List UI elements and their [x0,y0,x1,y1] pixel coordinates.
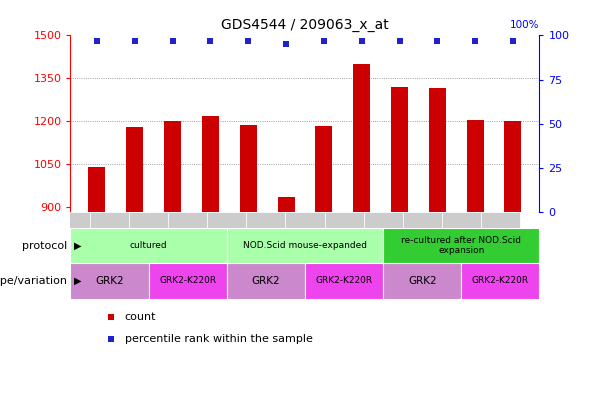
Bar [227,228,383,263]
Bar [286,212,324,228]
Bar [164,121,181,212]
Bar [90,212,129,228]
Bar [391,87,408,212]
Title: GDS4544 / 209063_x_at: GDS4544 / 209063_x_at [221,18,389,31]
Text: GRK2-K220R: GRK2-K220R [472,277,529,285]
Bar [207,212,246,228]
Bar [364,212,403,228]
Bar [126,127,143,212]
Bar [462,263,539,299]
Text: GRK2-K220R: GRK2-K220R [159,277,216,285]
Text: re-cultured after NOD.Scid
expansion: re-cultured after NOD.Scid expansion [402,236,521,255]
Text: GRK2: GRK2 [251,276,280,286]
Text: GRK2-K220R: GRK2-K220R [316,277,373,285]
Bar [429,88,446,212]
Text: protocol: protocol [22,241,67,251]
Bar [168,212,207,228]
Bar [227,263,305,299]
Text: 100%: 100% [510,20,539,30]
Bar [324,212,364,228]
Text: percentile rank within the sample: percentile rank within the sample [124,334,313,344]
Bar [202,116,219,212]
Text: GRK2: GRK2 [95,276,124,286]
Bar [129,212,168,228]
Text: genotype/variation: genotype/variation [0,276,67,286]
Bar [481,212,520,228]
Bar [70,228,227,263]
Text: ▶: ▶ [74,276,81,286]
Bar [466,119,484,212]
Text: GRK2: GRK2 [408,276,436,286]
Bar [149,263,227,299]
Bar [51,212,90,228]
Text: cultured: cultured [130,241,167,250]
Bar [70,263,149,299]
Bar [504,121,522,212]
Bar [88,167,105,212]
Bar [240,125,257,212]
Bar [246,212,286,228]
Text: NOD.Scid mouse-expanded: NOD.Scid mouse-expanded [243,241,367,250]
Text: count: count [124,312,156,322]
Bar [403,212,442,228]
Bar [305,263,383,299]
Bar [383,263,462,299]
Bar [383,228,539,263]
Bar [442,212,481,228]
Text: ▶: ▶ [74,241,81,251]
Bar [278,196,295,212]
Bar [315,126,332,212]
Bar [353,64,370,212]
